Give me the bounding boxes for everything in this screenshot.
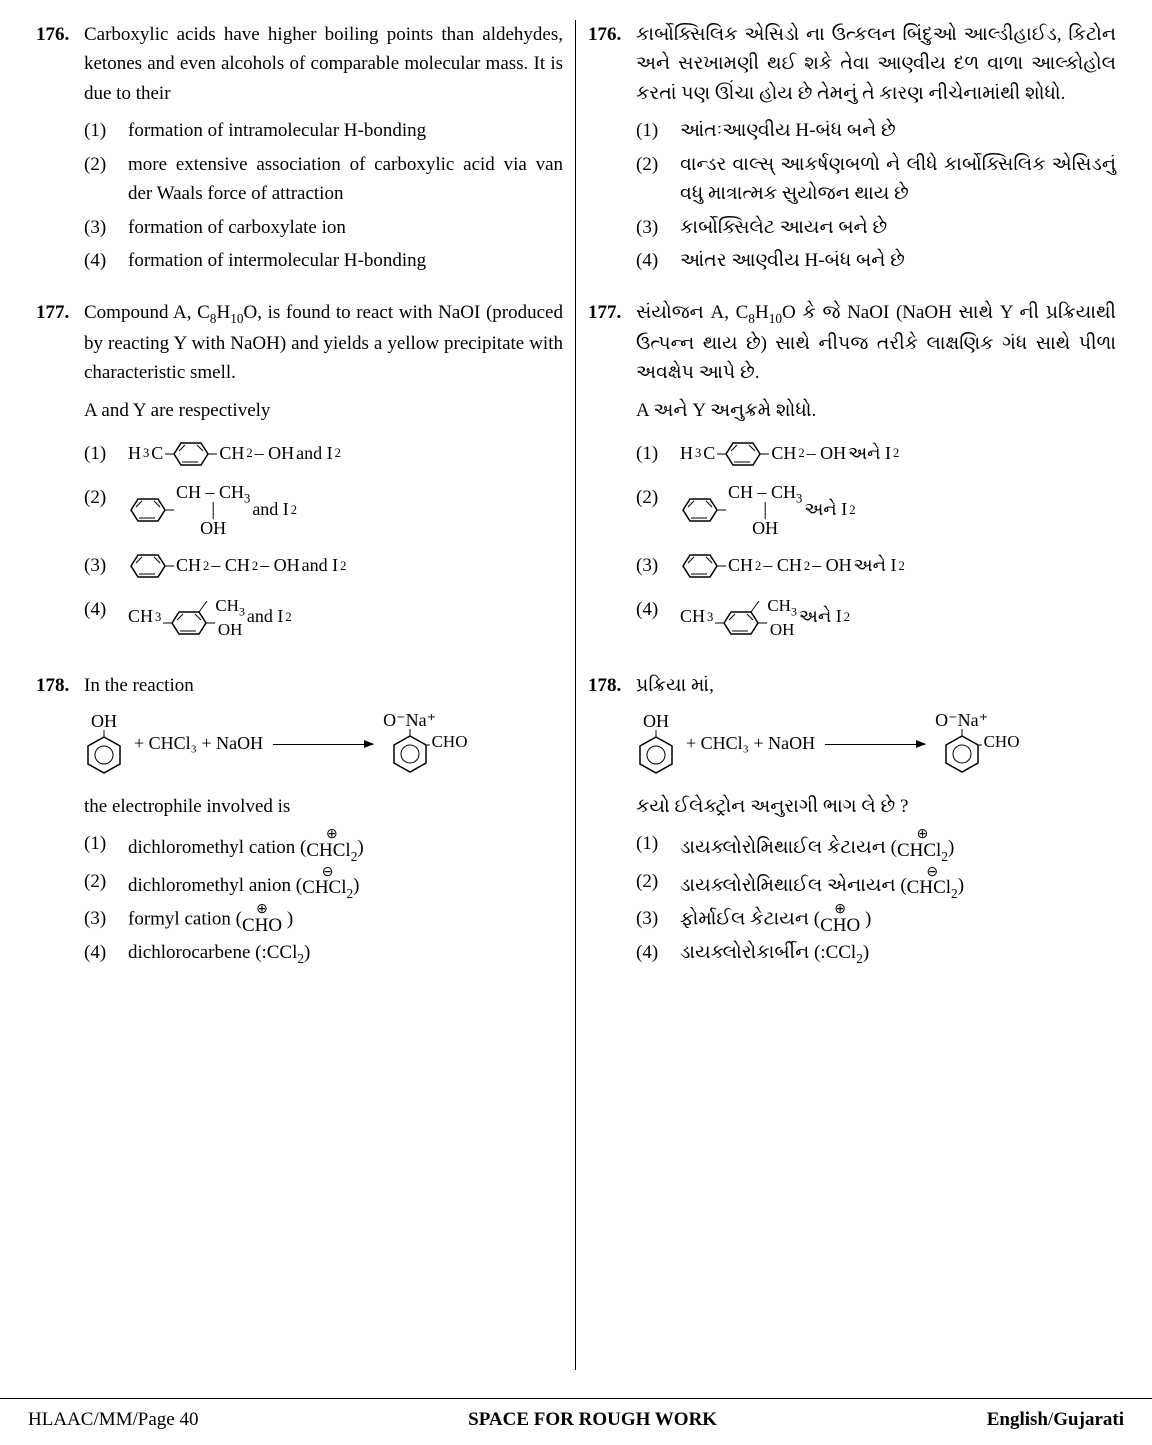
two-column-layout: 176. Carboxylic acids have higher boilin…	[28, 20, 1124, 1370]
option: (3) CH2 – CH2 – OH and I2	[84, 551, 563, 581]
phenol-molecule: OH	[636, 712, 676, 776]
question-176-gu: 176. કાર્બોક્સિલિક એસિડો ના ઉત્કલન બિંદુ…	[588, 20, 1116, 280]
chem-structure: CH – CH3 │ OH and I2	[128, 483, 563, 537]
option: (3)formation of carboxylate ion	[84, 213, 563, 242]
footer-center: SPACE FOR ROUGH WORK	[468, 1409, 717, 1431]
benzene-ring-icon	[84, 730, 124, 776]
benzene-icon	[680, 551, 726, 581]
option: (1)dichloromethyl cation (⊕CHCl2)	[84, 829, 563, 862]
option: (2)વાન્ડર વાલ્સ્ આકર્ષણબળો ને લીધે કાર્બ…	[636, 150, 1116, 209]
options-list: (1)આંતઃઆણ્વીય H-બંધ બને છે (2)વાન્ડર વાલ…	[636, 116, 1116, 275]
chem-structure: CH2 – CH2 – OH અને I2	[680, 551, 1116, 581]
benzene-icon	[128, 551, 174, 581]
reaction-scheme: OH + CHCl₃ + NaOH O⁻Na⁺ CHO	[84, 711, 563, 778]
reaction-scheme: OH + CHCl₃ + NaOH O⁻Na⁺ CHO	[636, 711, 1116, 778]
benzene-icon	[163, 595, 219, 639]
question-post-stem: કયો ઈલેક્ટ્રોન અનુરાગી ભાગ લે છે ?	[636, 792, 1116, 821]
option: (3)formyl cation (⊕CHO )	[84, 904, 563, 934]
product-molecule: O⁻Na⁺ CHO	[935, 711, 988, 778]
english-column: 176. Carboxylic acids have higher boilin…	[28, 20, 576, 1370]
benzene-icon	[715, 595, 771, 639]
question-number: 176.	[36, 20, 84, 280]
options-list: (1)formation of intramolecular H-bonding…	[84, 116, 563, 275]
option: (2) CH – CH3 │ OH and I2	[84, 483, 563, 537]
question-number: 177.	[36, 298, 84, 654]
option: (2)more extensive association of carboxy…	[84, 150, 563, 209]
benzene-icon	[165, 439, 217, 469]
question-177-en: 177. Compound A, C8H10O, is found to rea…	[36, 298, 563, 654]
option: (4)formation of intermolecular H-bonding	[84, 246, 563, 275]
question-stem: In the reaction	[84, 671, 563, 700]
question-stem: પ્રક્રિયા માં,	[636, 671, 1116, 700]
gujarati-column: 176. કાર્બોક્સિલિક એસિડો ના ઉત્કલન બિંદુ…	[576, 20, 1124, 1370]
phenol-molecule: OH	[84, 712, 124, 776]
page-footer: HLAAC/MM/Page 40 SPACE FOR ROUGH WORK En…	[0, 1398, 1152, 1431]
question-stem-2: A and Y are respectively	[84, 396, 563, 425]
question-stem: કાર્બોક્સિલિક એસિડો ના ઉત્કલન બિંદુઓ આલ્…	[636, 20, 1116, 108]
options-list: (1)dichloromethyl cation (⊕CHCl2) (2)dic…	[84, 829, 563, 969]
question-stem-2: A અને Y અનુક્રમે શોધો.	[636, 396, 1116, 425]
chem-structure: CH3 CH3 OH and I2	[128, 595, 563, 639]
chem-structure: CH – CH3 │ OH અને I2	[680, 483, 1116, 537]
question-178-gu: 178. પ્રક્રિયા માં, OH + CHCl₃ + NaOH O⁻…	[588, 671, 1116, 973]
question-body: Carboxylic acids have higher boiling poi…	[84, 20, 563, 280]
question-body: Compound A, C8H10O, is found to react wi…	[84, 298, 563, 654]
question-178-en: 178. In the reaction OH + CHCl₃ + NaOH O…	[36, 671, 563, 973]
option: (4) CH3 CH3 OH and I2	[84, 595, 563, 639]
question-body: પ્રક્રિયા માં, OH + CHCl₃ + NaOH O⁻Na⁺ C…	[636, 671, 1116, 973]
options-list: (1) H3C CH2 – OH and I2 (2)	[84, 439, 563, 639]
options-list: (1) H3C CH2 – OH અને I2 (2)	[636, 439, 1116, 639]
reaction-arrow-icon	[825, 744, 925, 745]
question-177-gu: 177. સંયોજન A, C8H10O કે જે NaOI (NaOH સ…	[588, 298, 1116, 654]
chem-structure: H3C CH2 – OH અને I2	[680, 439, 1116, 469]
option: (4)આંતર આણ્વીય H-બંધ બને છે	[636, 246, 1116, 275]
option: (4) CH3 CH3 OH અને I2	[636, 595, 1116, 639]
question-body: કાર્બોક્સિલિક એસિડો ના ઉત્કલન બિંદુઓ આલ્…	[636, 20, 1116, 280]
question-number: 178.	[588, 671, 636, 973]
footer-right: English/Gujarati	[987, 1409, 1124, 1431]
option: (1)આંતઃઆણ્વીય H-બંધ બને છે	[636, 116, 1116, 145]
benzene-icon	[128, 495, 174, 525]
benzene-icon	[680, 495, 726, 525]
option: (1)formation of intramolecular H-bonding	[84, 116, 563, 145]
product-molecule: O⁻Na⁺ CHO	[383, 711, 436, 778]
benzene-ring-icon	[636, 730, 676, 776]
option: (4)dichlorocarbene (:CCl2)	[84, 938, 563, 969]
reagents-text: + CHCl₃ + NaOH	[686, 730, 815, 758]
option: (1)ડાયક્લોરોમિથાઈલ કેટાયન (⊕CHCl2)	[636, 829, 1116, 862]
benzene-icon	[717, 439, 769, 469]
option: (2)dichloromethyl anion (⊖CHCl2)	[84, 867, 563, 900]
question-stem: Carboxylic acids have higher boiling poi…	[84, 20, 563, 108]
chem-structure: H3C CH2 – OH and I2	[128, 439, 563, 469]
footer-left: HLAAC/MM/Page 40	[28, 1409, 198, 1431]
option: (1) H3C CH2 – OH અને I2	[636, 439, 1116, 469]
question-body: સંયોજન A, C8H10O કે જે NaOI (NaOH સાથે Y…	[636, 298, 1116, 654]
option: (4)ડાયક્લોરોકાર્બીન (:CCl2)	[636, 938, 1116, 969]
question-body: In the reaction OH + CHCl₃ + NaOH O⁻Na⁺ …	[84, 671, 563, 973]
question-176-en: 176. Carboxylic acids have higher boilin…	[36, 20, 563, 280]
option: (3) CH2 – CH2 – OH અને I2	[636, 551, 1116, 581]
benzene-ring-icon	[942, 729, 982, 775]
option: (2)ડાયક્લોરોમિથાઈલ એનાયન (⊖CHCl2)	[636, 867, 1116, 900]
stacked-formula: CH – CH3 │ OH	[176, 483, 250, 537]
option: (1) H3C CH2 – OH and I2	[84, 439, 563, 469]
options-list: (1)ડાયક્લોરોમિથાઈલ કેટાયન (⊕CHCl2) (2)ડા…	[636, 829, 1116, 969]
option: (3)કાર્બોક્સિલેટ આયન બને છે	[636, 213, 1116, 242]
question-stem: Compound A, C8H10O, is found to react wi…	[84, 298, 563, 388]
option: (3)ફોર્માઈલ કેટાયન (⊕CHO )	[636, 904, 1116, 934]
chem-structure: CH3 CH3 OH અને I2	[680, 595, 1116, 639]
question-number: 177.	[588, 298, 636, 654]
stacked-formula: CH – CH3 │ OH	[728, 483, 802, 537]
benzene-ring-icon	[390, 729, 430, 775]
reagents-text: + CHCl₃ + NaOH	[134, 730, 263, 758]
question-stem: સંયોજન A, C8H10O કે જે NaOI (NaOH સાથે Y…	[636, 298, 1116, 388]
reaction-arrow-icon	[273, 744, 373, 745]
question-number: 178.	[36, 671, 84, 973]
question-post-stem: the electrophile involved is	[84, 792, 563, 821]
option: (2) CH – CH3 │ OH અને I2	[636, 483, 1116, 537]
chem-structure: CH2 – CH2 – OH and I2	[128, 551, 563, 581]
question-number: 176.	[588, 20, 636, 280]
